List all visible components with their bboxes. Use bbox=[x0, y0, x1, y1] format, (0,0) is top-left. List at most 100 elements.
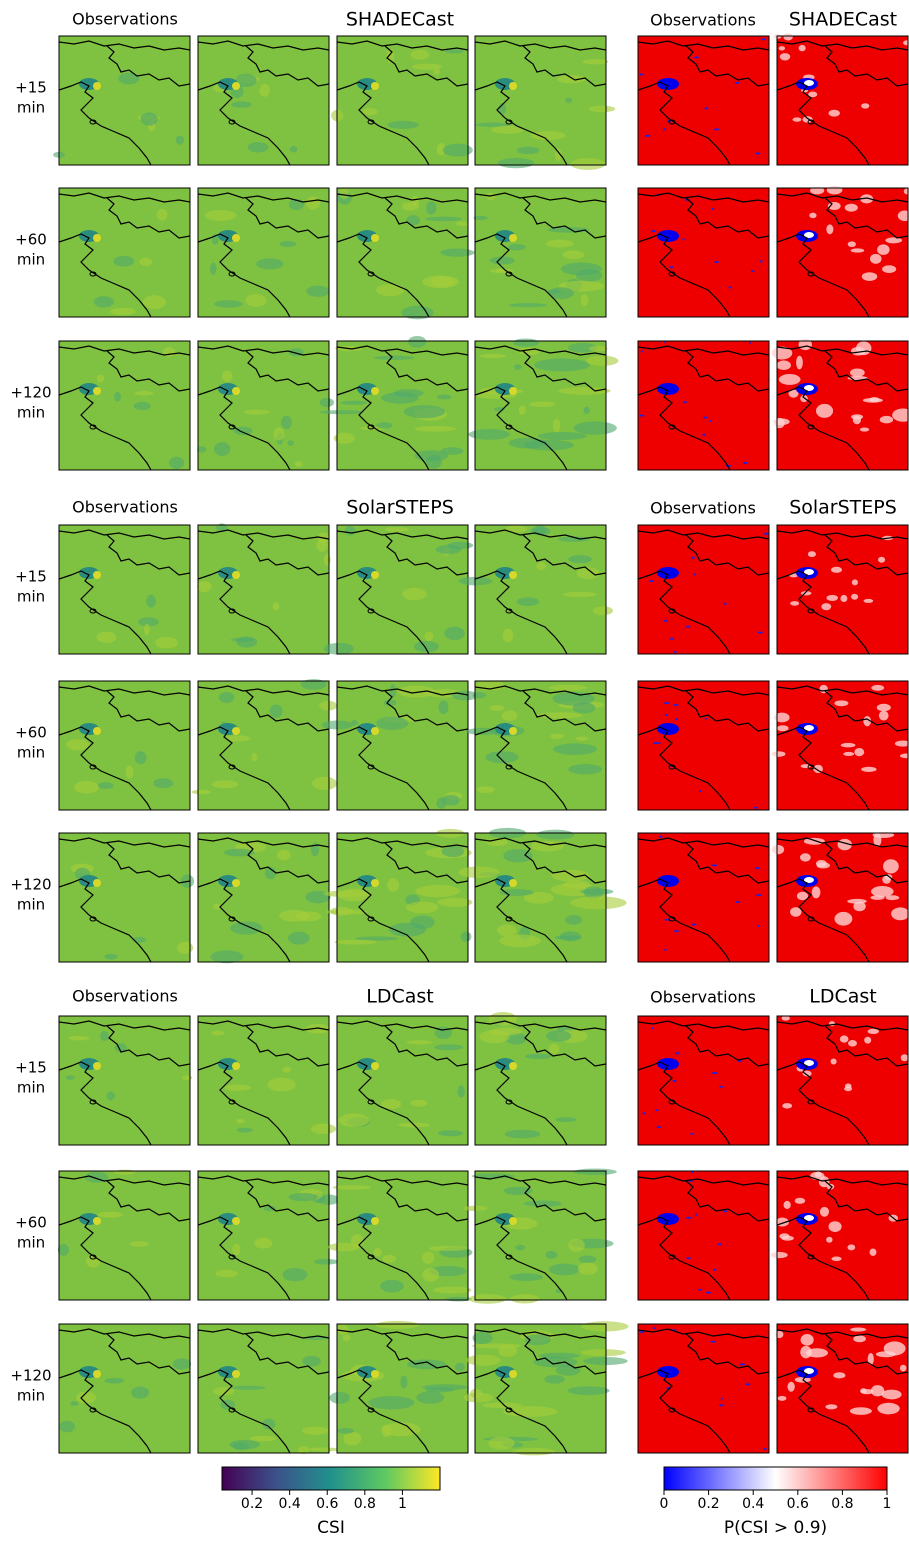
texture bbox=[772, 845, 784, 854]
cloud-blob bbox=[371, 879, 379, 887]
texture bbox=[703, 417, 708, 419]
texture bbox=[593, 606, 613, 615]
texture bbox=[582, 59, 608, 64]
texture bbox=[422, 1384, 467, 1390]
texture bbox=[268, 1078, 296, 1092]
map-panel bbox=[466, 680, 606, 810]
texture bbox=[584, 407, 590, 414]
texture bbox=[169, 457, 184, 469]
texture bbox=[641, 351, 643, 353]
texture bbox=[877, 704, 891, 711]
texture bbox=[757, 631, 763, 633]
texture bbox=[416, 1391, 444, 1403]
texture bbox=[712, 1072, 717, 1074]
texture bbox=[561, 263, 602, 276]
texture bbox=[900, 1365, 907, 1372]
panel-background bbox=[777, 36, 908, 165]
texture bbox=[844, 1086, 852, 1091]
map-panel bbox=[198, 188, 330, 317]
texture bbox=[549, 685, 587, 691]
lead-unit: min bbox=[17, 1387, 45, 1405]
texture bbox=[330, 907, 353, 916]
colorbar-tick-label: 1 bbox=[883, 1496, 892, 1512]
texture bbox=[850, 368, 865, 376]
texture bbox=[479, 1030, 510, 1043]
colorbar-tick-label: 0.8 bbox=[831, 1496, 853, 1512]
texture bbox=[329, 1392, 349, 1404]
observations-label: Observations bbox=[72, 10, 178, 29]
texture bbox=[140, 112, 158, 125]
texture bbox=[718, 1243, 722, 1245]
texture bbox=[790, 601, 799, 606]
texture bbox=[736, 901, 741, 903]
texture bbox=[868, 1029, 879, 1034]
texture bbox=[458, 866, 499, 878]
texture bbox=[771, 1252, 788, 1258]
texture bbox=[222, 370, 232, 382]
texture bbox=[131, 1387, 149, 1399]
texture bbox=[871, 685, 884, 691]
texture bbox=[825, 1404, 837, 1409]
map-panel bbox=[59, 188, 190, 317]
texture bbox=[563, 592, 596, 597]
map-panel bbox=[463, 1169, 617, 1304]
texture bbox=[645, 135, 650, 137]
panel-background bbox=[777, 1016, 908, 1145]
texture bbox=[852, 579, 858, 585]
texture bbox=[525, 1054, 552, 1059]
texture bbox=[135, 751, 147, 764]
map-panel bbox=[777, 186, 909, 317]
texture bbox=[799, 45, 806, 51]
texture bbox=[254, 1238, 272, 1249]
texture bbox=[442, 846, 465, 857]
lead-unit: min bbox=[17, 1079, 45, 1097]
colorbar-tick-label: 0 bbox=[660, 1496, 669, 1512]
texture bbox=[879, 711, 889, 721]
texture bbox=[883, 859, 899, 873]
colorbar-tick-label: 0.6 bbox=[316, 1496, 338, 1512]
texture bbox=[438, 1130, 463, 1136]
texture bbox=[273, 602, 280, 610]
texture bbox=[422, 1251, 434, 1264]
map-panel bbox=[777, 525, 908, 654]
cloud-blob bbox=[509, 387, 517, 395]
texture bbox=[761, 38, 766, 40]
texture bbox=[230, 921, 262, 934]
cloud-blob bbox=[657, 230, 679, 242]
cloud-blob bbox=[93, 1370, 101, 1378]
texture bbox=[387, 878, 399, 892]
panel-background bbox=[777, 525, 908, 654]
texture bbox=[455, 1363, 465, 1372]
cloud-blob bbox=[657, 1366, 679, 1378]
texture bbox=[665, 714, 668, 716]
texture bbox=[563, 880, 589, 888]
texture bbox=[854, 748, 864, 756]
texture bbox=[288, 440, 294, 445]
texture bbox=[490, 705, 504, 711]
map-panel bbox=[772, 681, 909, 810]
texture bbox=[565, 915, 582, 925]
cloud-blob bbox=[93, 571, 101, 579]
texture bbox=[853, 1335, 866, 1342]
lead-unit: min bbox=[17, 404, 45, 422]
map-panel bbox=[459, 525, 613, 654]
texture bbox=[334, 940, 377, 945]
cloud-blob bbox=[371, 82, 379, 90]
texture bbox=[114, 256, 134, 267]
colorbar-label: CSI bbox=[317, 1518, 345, 1538]
texture bbox=[374, 356, 414, 360]
texture bbox=[568, 555, 592, 563]
texture bbox=[415, 426, 456, 432]
texture bbox=[653, 1327, 657, 1329]
texture bbox=[110, 308, 136, 316]
texture bbox=[834, 912, 852, 926]
cloud-blob bbox=[509, 234, 517, 242]
texture bbox=[841, 743, 856, 747]
map-panel bbox=[775, 1324, 908, 1453]
texture bbox=[843, 752, 854, 756]
texture bbox=[691, 557, 695, 559]
texture bbox=[901, 1054, 909, 1061]
map-panel bbox=[773, 33, 909, 165]
panel-background bbox=[638, 341, 769, 470]
texture bbox=[212, 780, 239, 788]
